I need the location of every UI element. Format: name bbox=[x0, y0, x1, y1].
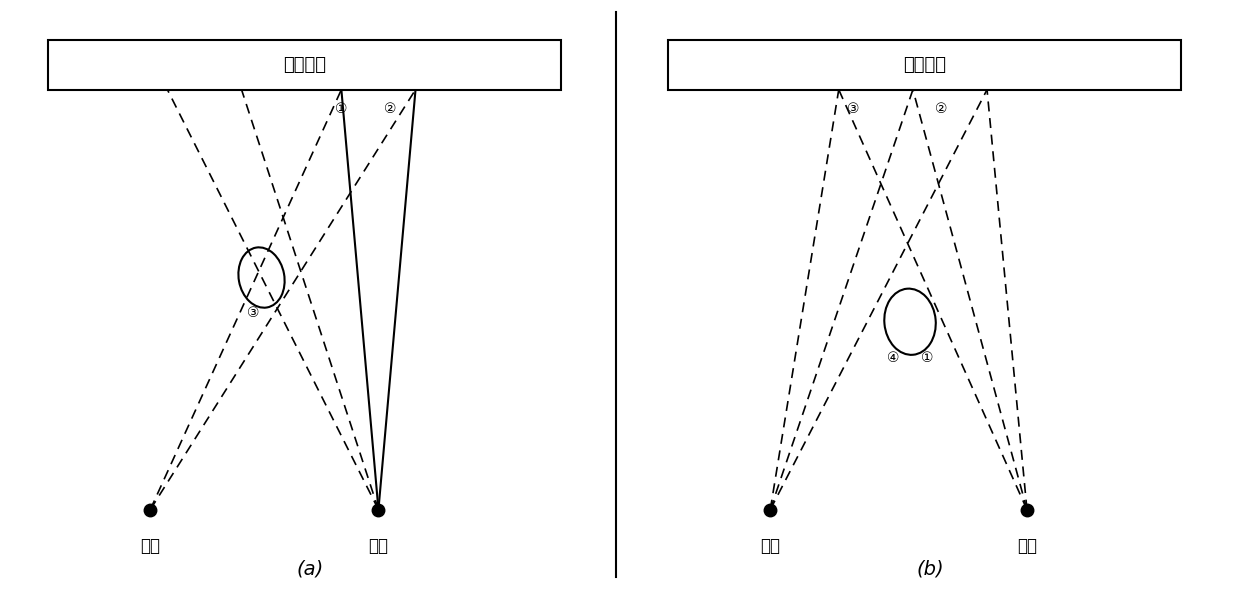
Text: 实标目标: 实标目标 bbox=[283, 56, 326, 74]
Bar bbox=[667, 40, 1180, 90]
Text: 右目: 右目 bbox=[368, 537, 388, 555]
Text: 左目: 左目 bbox=[760, 537, 780, 555]
Text: ②: ② bbox=[935, 102, 947, 116]
Text: (a): (a) bbox=[296, 559, 324, 578]
Text: (b): (b) bbox=[916, 559, 944, 578]
Text: ①: ① bbox=[335, 102, 347, 116]
Text: ③: ③ bbox=[847, 102, 859, 116]
Text: 左目: 左目 bbox=[140, 537, 160, 555]
Text: ③: ③ bbox=[247, 306, 259, 321]
Text: 实标目标: 实标目标 bbox=[903, 56, 946, 74]
Text: ①: ① bbox=[921, 351, 934, 365]
Text: ④: ④ bbox=[887, 351, 899, 365]
Bar bbox=[47, 40, 560, 90]
Text: ②: ② bbox=[383, 102, 396, 116]
Text: 右目: 右目 bbox=[1017, 537, 1037, 555]
